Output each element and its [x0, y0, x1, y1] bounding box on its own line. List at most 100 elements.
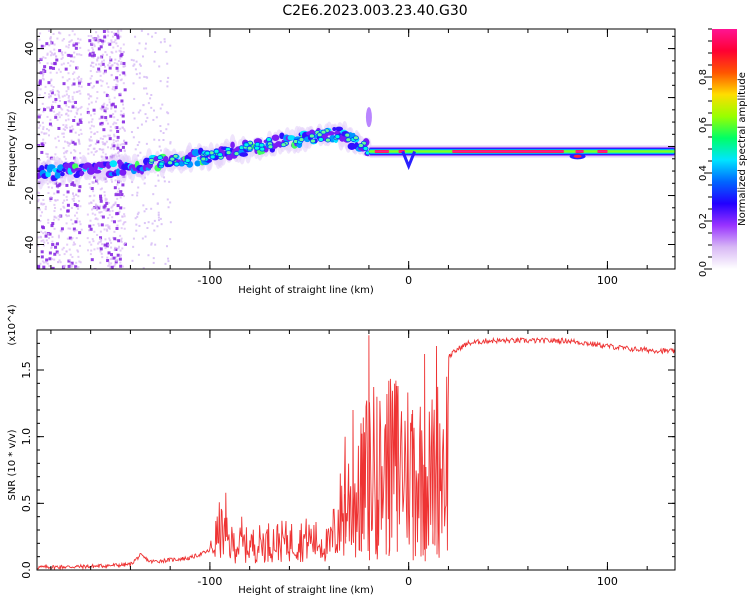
noise-speck [71, 140, 75, 144]
noise-speck [106, 104, 109, 107]
noise-speck [117, 193, 121, 197]
noise-speck [115, 50, 118, 53]
noise-speck [109, 258, 112, 261]
noise-speck [60, 227, 64, 231]
noise-speck [101, 39, 105, 43]
noise-speck [93, 206, 96, 209]
ridge-peak [325, 137, 331, 143]
noise-speck [47, 29, 50, 32]
band-core [452, 150, 564, 153]
noise-speck [91, 180, 94, 183]
noise-speck [97, 41, 100, 44]
noise-speck [53, 48, 56, 51]
noise-speck [88, 138, 91, 141]
noise-speck [87, 148, 90, 151]
noise-speck [116, 36, 120, 40]
noise-speck [103, 191, 106, 194]
noise-speck [78, 200, 81, 203]
noise-speck [123, 227, 126, 230]
noise-speck [91, 238, 94, 241]
noise-speck [140, 29, 143, 32]
noise-speck [133, 63, 136, 66]
noise-speck [53, 203, 56, 206]
ridge-peak [317, 137, 324, 142]
noise-speck [59, 261, 62, 264]
noise-speck [64, 157, 67, 160]
noise-speck [70, 218, 73, 221]
noise-speck [113, 237, 117, 241]
noise-speck [90, 208, 93, 211]
noise-speck [114, 202, 117, 205]
noise-speck [71, 181, 75, 185]
noise-speck [73, 149, 76, 152]
noise-speck [107, 146, 110, 149]
noise-speck [47, 221, 50, 224]
noise-speck [77, 266, 80, 269]
noise-speck [79, 128, 82, 131]
noise-speck [152, 118, 155, 121]
noise-speck [118, 245, 121, 248]
noise-speck [115, 42, 118, 45]
noise-speck [143, 182, 146, 185]
noise-speck [65, 195, 68, 198]
noise-speck [134, 148, 137, 151]
noise-speck [46, 128, 49, 131]
noise-speck [43, 241, 46, 244]
noise-speck [100, 62, 103, 65]
noise-speck [66, 243, 69, 246]
noise-speck [75, 237, 78, 240]
noise-speck [122, 243, 125, 246]
noise-speck [162, 138, 165, 141]
noise-speck [44, 57, 47, 60]
noise-speck [99, 79, 102, 82]
noise-speck [75, 111, 78, 114]
noise-speck [88, 241, 91, 244]
noise-speck [67, 227, 70, 230]
noise-speck [120, 110, 123, 113]
noise-speck [110, 106, 113, 109]
noise-speck [153, 138, 156, 141]
noise-speck [119, 35, 122, 38]
noise-speck [95, 100, 98, 103]
noise-speck [73, 56, 76, 59]
noise-speck [145, 142, 148, 145]
noise-speck [56, 190, 60, 194]
noise-speck [71, 95, 74, 98]
noise-speck [98, 211, 101, 214]
noise-speck [46, 155, 49, 158]
noise-speck [42, 198, 45, 201]
noise-speck [51, 221, 55, 225]
noise-speck [157, 216, 160, 219]
noise-speck [58, 99, 61, 102]
noise-speck [87, 112, 90, 115]
noise-speck [141, 237, 144, 240]
noise-speck [100, 108, 103, 111]
noise-speck [104, 238, 107, 241]
noise-speck [109, 239, 112, 242]
noise-speck [79, 46, 82, 49]
noise-speck [75, 267, 78, 269]
noise-speck [111, 143, 114, 146]
noise-speck [135, 60, 138, 63]
noise-speck [99, 107, 102, 110]
noise-speck [62, 135, 65, 138]
noise-speck [167, 257, 170, 260]
noise-speck [96, 97, 99, 100]
noise-speck [104, 135, 107, 138]
noise-speck [70, 182, 74, 186]
noise-speck [45, 239, 48, 242]
noise-speck [136, 215, 139, 218]
noise-speck [67, 264, 71, 268]
noise-speck [101, 256, 104, 259]
noise-speck [159, 217, 162, 220]
noise-speck [123, 149, 126, 152]
noise-speck [90, 64, 93, 67]
noise-speck [79, 107, 82, 110]
noise-speck [101, 42, 104, 45]
noise-speck [67, 72, 70, 75]
noise-speck [91, 61, 94, 64]
noise-speck [103, 65, 106, 68]
noise-speck [130, 58, 133, 61]
noise-speck [142, 104, 145, 107]
noise-speck [73, 91, 76, 94]
